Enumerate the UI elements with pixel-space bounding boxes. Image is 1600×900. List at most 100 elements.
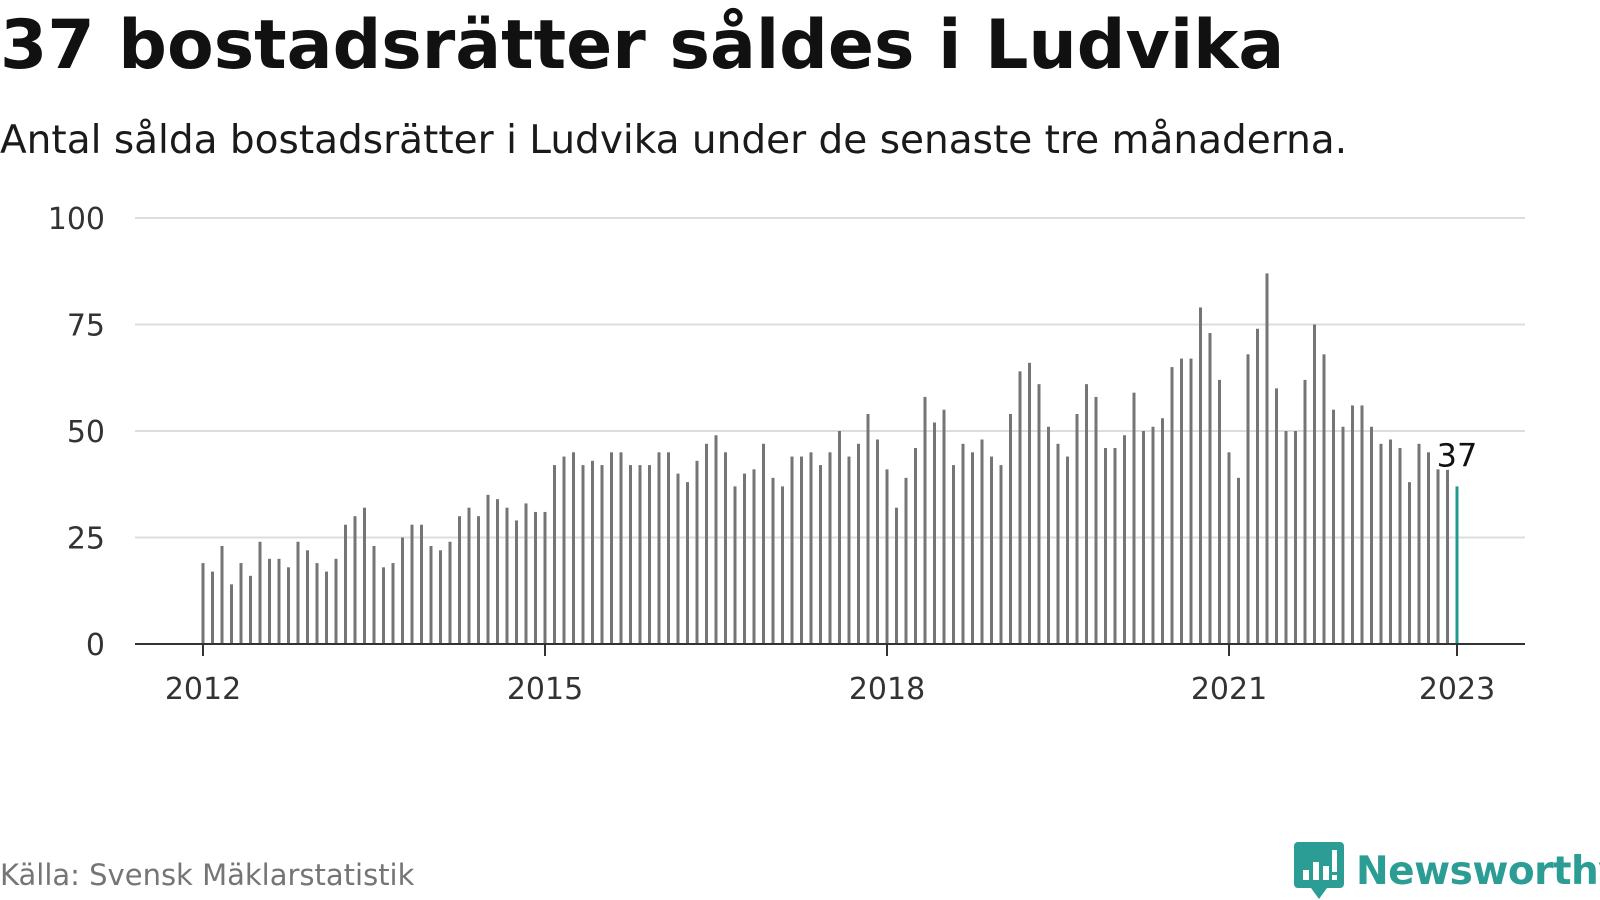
bar: [1104, 448, 1107, 644]
bar: [724, 452, 727, 644]
bar: [657, 452, 661, 644]
bar: [562, 456, 566, 644]
bar: [961, 443, 965, 644]
bar: [1151, 426, 1155, 644]
bar: [971, 452, 974, 644]
bar: [306, 550, 309, 644]
page-title: 37 bostadsrätter såldes i Ludvika: [0, 6, 1285, 85]
bar: [733, 486, 737, 644]
bars: [201, 273, 1459, 644]
bar: [952, 465, 955, 644]
bar: [391, 563, 395, 644]
bar: [249, 575, 252, 644]
bar: [638, 465, 642, 644]
bar: [515, 520, 518, 644]
bar: [315, 563, 319, 644]
bar: [705, 443, 708, 644]
bar: [448, 541, 452, 644]
x-tick-label: 2018: [849, 672, 925, 707]
bar: [496, 499, 499, 644]
bar: [1284, 431, 1288, 644]
logo-text: Newsworthy: [1356, 848, 1600, 894]
bar: [420, 524, 423, 644]
bar: [268, 558, 271, 644]
bar: [353, 516, 357, 644]
bar: [990, 456, 993, 644]
bar: [1085, 384, 1088, 644]
bar: [1294, 431, 1297, 644]
bar-chart-speech-bubble-icon: [1294, 842, 1344, 899]
x-tick-label: 2012: [165, 672, 241, 707]
bar: [1113, 448, 1117, 644]
bar: [933, 422, 936, 644]
bar: [904, 477, 908, 644]
page-subtitle: Antal sålda bostadsrätter i Ludvika unde…: [0, 118, 1348, 163]
bar: [885, 469, 889, 644]
bar: [676, 473, 680, 644]
bar: [1398, 448, 1402, 644]
bar: [1275, 388, 1278, 644]
bar: [524, 503, 528, 644]
x-tick-label: 2015: [507, 672, 583, 707]
bar: [1322, 354, 1326, 644]
bar: [781, 486, 784, 644]
bar: [876, 439, 879, 644]
bar: [648, 465, 651, 644]
bar: [980, 439, 984, 644]
bar: [553, 465, 556, 644]
bar: [1123, 435, 1126, 644]
bar: [287, 567, 290, 644]
bar: [220, 546, 224, 644]
bar: [1446, 469, 1449, 644]
bar: [1313, 324, 1316, 644]
bar: [828, 452, 832, 644]
bar: [1018, 371, 1022, 644]
bar: [1408, 482, 1411, 644]
bar: [1047, 426, 1050, 644]
bar: [1009, 413, 1012, 644]
bar: [819, 465, 822, 644]
bar: [1037, 384, 1041, 644]
bar: [372, 546, 376, 644]
bar: [201, 563, 205, 644]
bar: [762, 443, 765, 644]
bar: [211, 571, 214, 644]
bar: [914, 448, 917, 644]
bar: [1417, 443, 1421, 644]
bar: [1256, 328, 1259, 644]
bar: [1199, 307, 1202, 644]
bar: [1341, 426, 1345, 644]
bar: [258, 541, 262, 644]
highlight-value-label: 37: [1437, 436, 1478, 474]
bar: [1028, 362, 1031, 644]
bar: [942, 409, 946, 644]
bar: [809, 452, 813, 644]
axes: 0 25 50 75 100 37 2012 2015 2018 2021 2023: [48, 202, 1525, 707]
bar: [1265, 273, 1269, 644]
bar: [572, 452, 575, 644]
bar: [581, 465, 585, 644]
bar: [610, 452, 613, 644]
bar: [1075, 413, 1079, 644]
bar: [239, 563, 243, 644]
bar: [667, 452, 670, 644]
bar: [686, 482, 689, 644]
bar: [771, 477, 775, 644]
bar: [486, 494, 490, 644]
bar: [334, 558, 338, 644]
y-tick-label: 100: [48, 202, 105, 237]
bar-highlight: [1455, 486, 1459, 644]
bar: [1246, 354, 1250, 644]
bar: [410, 524, 414, 644]
bar: [1360, 405, 1364, 644]
bar: [505, 507, 509, 644]
bar: [923, 396, 927, 644]
bar: [1142, 431, 1145, 644]
bar: [429, 546, 433, 644]
bar: [743, 473, 746, 644]
bar: [401, 537, 404, 644]
bar: [1170, 367, 1174, 644]
y-tick-label: 75: [67, 309, 105, 344]
bar: [1218, 379, 1221, 644]
